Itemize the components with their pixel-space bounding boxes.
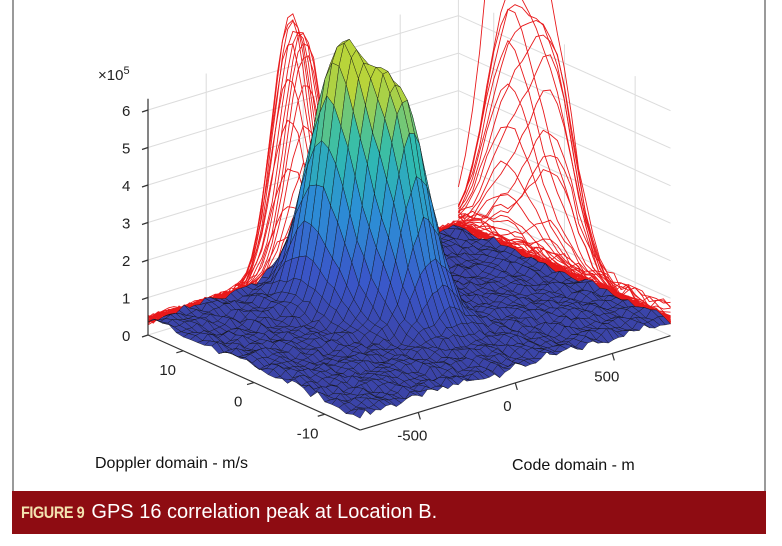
y-tick-label: -10 xyxy=(297,425,319,442)
figure-caption: FIGURE 9 GPS 16 correlation peak at Loca… xyxy=(12,491,766,534)
gridline xyxy=(147,15,671,112)
y-tick xyxy=(246,381,255,386)
z-tick-label: 2 xyxy=(122,253,130,270)
projection-line-doppler xyxy=(457,0,671,323)
projection-line-doppler xyxy=(458,213,671,313)
x-tick-label: 0 xyxy=(503,398,511,415)
z-tick-label: 0 xyxy=(122,328,130,345)
z-tick xyxy=(141,259,149,263)
projection-line-doppler xyxy=(457,0,671,321)
z-tick-label: 4 xyxy=(122,178,130,195)
x-tick xyxy=(417,412,421,420)
surface xyxy=(147,38,671,419)
y-tick-label: 10 xyxy=(159,362,176,379)
projection-line-doppler xyxy=(458,219,671,317)
z-tick xyxy=(141,296,149,301)
surface-chart: 0 1 2 3 4 5 6 10 0 -10 -500 0 500 ×105 Doppler domai… xyxy=(95,0,671,474)
y-axis-label: Doppler domain - m/s xyxy=(95,455,248,472)
z-tick xyxy=(141,184,149,188)
z-tick xyxy=(141,221,149,226)
y-tick xyxy=(317,413,325,417)
z-multiplier: ×105 xyxy=(98,65,130,84)
z-tick-label: 6 xyxy=(122,103,130,120)
z-tick xyxy=(141,109,149,113)
surface-patch xyxy=(352,408,366,419)
z-tick-label: 1 xyxy=(122,291,130,308)
z-tick xyxy=(141,146,149,151)
caption-label: FIGURE 9 xyxy=(21,502,85,522)
x-axis-label: Code domain - m xyxy=(512,457,635,474)
x-tick-label: 500 xyxy=(594,368,619,385)
x-tick xyxy=(514,382,518,391)
x-tick-label: -500 xyxy=(397,427,427,444)
z-tick-label: 3 xyxy=(122,216,130,233)
x-tick xyxy=(611,353,615,361)
axes: 0 1 2 3 4 5 6 10 0 -10 -500 0 500 xyxy=(122,98,671,444)
caption-text: GPS 16 correlation peak at Location B. xyxy=(91,501,438,523)
z-tick-label: 5 xyxy=(122,141,130,158)
y-tick-label: 0 xyxy=(234,394,242,411)
projection-line-doppler xyxy=(458,34,671,320)
z-tick xyxy=(141,334,149,338)
y-tick xyxy=(176,350,184,354)
projection-line-doppler xyxy=(458,214,671,308)
